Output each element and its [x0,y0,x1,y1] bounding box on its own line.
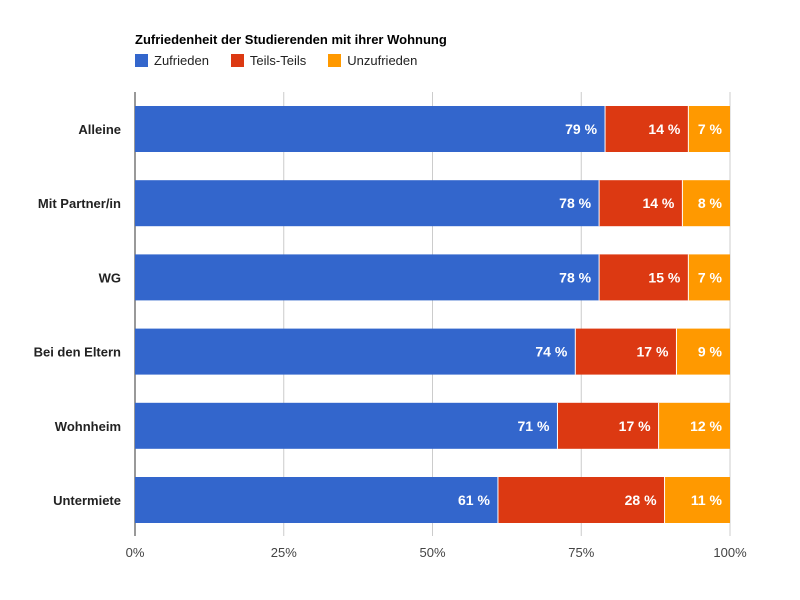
bar-segment [135,477,498,523]
bar-segment [135,254,600,301]
bar-segment [605,106,689,152]
category-label: WG [99,270,121,285]
data-label: 28 % [625,492,657,508]
data-label: 78 % [559,269,591,285]
data-label: 7 % [698,121,723,137]
legend-swatch-zufrieden [135,54,148,67]
legend-item-unzufrieden: Unzufrieden [328,53,417,68]
chart-title: Zufriedenheit der Studierenden mit ihrer… [135,32,447,47]
category-label: Wohnheim [55,419,121,434]
bar-segment [688,106,730,152]
bar-segment [599,254,689,301]
x-tick-label: 75% [568,545,594,560]
bar-segment [497,477,665,523]
legend-label-zufrieden: Zufrieden [154,53,209,68]
data-label: 14 % [648,121,680,137]
legend-item-zufrieden: Zufrieden [135,53,209,68]
bar-segment [676,328,730,375]
legend-label-teils-teils: Teils-Teils [249,53,307,68]
bar-segment [599,180,683,227]
x-tick-label: 25% [271,545,297,560]
bar-segment [135,180,600,227]
category-label: Mit Partner/in [38,196,121,211]
data-label: 79 % [565,121,597,137]
bar-segment [682,180,730,227]
data-label: 71 % [518,418,550,434]
bar-segment [664,477,730,523]
data-label: 17 % [637,344,669,360]
data-label: 14 % [642,195,674,211]
bar-segment [658,402,730,449]
legend-item-teils-teils: Teils-Teils [230,53,307,68]
bar-segment [135,328,576,375]
legend-label-unzufrieden: Unzufrieden [347,53,418,68]
x-tick-label: 100% [713,545,747,560]
bar-segment [688,254,730,301]
legend-swatch-unzufrieden [328,54,342,67]
data-label: 78 % [559,195,591,211]
category-label: Untermiete [53,493,121,508]
x-tick-label: 50% [419,545,445,560]
data-label: 74 % [535,344,567,360]
data-label: 12 % [690,418,722,434]
data-label: 17 % [619,418,651,434]
x-tick-label: 0% [126,545,145,560]
data-label: 9 % [698,344,723,360]
category-label: Bei den Eltern [34,345,121,360]
legend: Zufrieden Teils-Teils Unzufrieden [135,53,439,68]
bar-segment [557,402,659,449]
bar-segment [575,328,677,375]
legend-swatch-teils-teils [230,54,244,67]
bar-segment [135,106,606,152]
data-label: 8 % [698,195,723,211]
data-label: 11 % [691,492,723,508]
data-label: 7 % [698,269,723,285]
category-label: Alleine [78,122,121,137]
data-label: 61 % [458,492,490,508]
data-label: 15 % [648,269,680,285]
bar-segment [135,402,558,449]
